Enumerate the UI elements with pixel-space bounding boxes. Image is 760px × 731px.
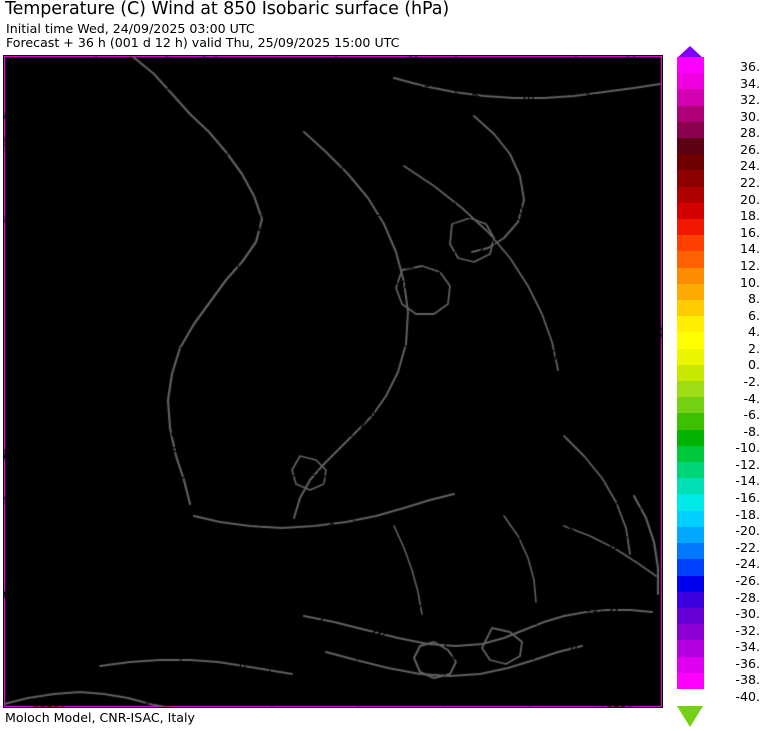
page-title: Temperature (C) Wind at 850 Isobaric sur… xyxy=(5,0,450,19)
colorbar-tick-label: -16. xyxy=(735,490,760,506)
colorbar-tick-label: 6. xyxy=(747,307,760,323)
colorbar-band xyxy=(677,607,704,625)
colorbar-tick-label: -24. xyxy=(735,556,760,572)
colorbar-tick-label: 24. xyxy=(739,158,760,174)
map-panel[interactable] xyxy=(3,55,663,708)
colorbar-tick-label: -10. xyxy=(735,440,760,456)
colorbar-band xyxy=(677,105,704,122)
colorbar-tick-label: -28. xyxy=(735,589,760,605)
colorbar-band xyxy=(677,73,704,90)
colorbar-band xyxy=(677,186,704,203)
colorbar-band xyxy=(677,57,704,74)
colorbar-band xyxy=(677,154,704,171)
colorbar-tick-label: -14. xyxy=(735,473,760,489)
colorbar-band xyxy=(677,640,704,657)
colorbar-tick-label: -18. xyxy=(735,506,760,522)
colorbar-tick-label: -26. xyxy=(735,572,760,588)
colorbar-tick-label: -30. xyxy=(735,606,760,622)
colorbar-band xyxy=(677,202,704,220)
colorbar-band xyxy=(677,138,704,155)
colorbar-tick-label: 26. xyxy=(739,141,760,157)
colorbar-band xyxy=(677,494,704,511)
colorbar-band xyxy=(677,413,704,430)
colorbar-tick-label: 20. xyxy=(739,191,760,207)
temperature-map-canvas[interactable] xyxy=(4,56,662,707)
colorbar-bands xyxy=(677,57,704,689)
colorbar-tick-label: 22. xyxy=(739,175,760,191)
colorbar-band xyxy=(677,364,704,382)
forecast-time-label: Forecast + 36 h (001 d 12 h) valid Thu, … xyxy=(6,35,400,50)
colorbar-tick-label: -40. xyxy=(735,689,760,704)
colorbar-tick-label: 32. xyxy=(739,92,760,108)
colorbar-tick-label: -38. xyxy=(735,672,760,688)
colorbar-band xyxy=(677,510,704,527)
colorbar-band xyxy=(677,429,704,446)
chart-header: Temperature (C) Wind at 850 Isobaric sur… xyxy=(0,0,760,55)
colorbar-tick-label: -34. xyxy=(735,639,760,655)
colorbar-tick-label: -20. xyxy=(735,523,760,539)
colorbar-band xyxy=(677,462,704,479)
colorbar-band xyxy=(677,283,704,301)
colorbar-band xyxy=(677,316,704,333)
model-credit-label: Moloch Model, CNR-ISAC, Italy xyxy=(5,710,195,725)
colorbar-band xyxy=(677,397,704,414)
colorbar-tick-label: 16. xyxy=(739,224,760,240)
colorbar-arrow-top-icon xyxy=(677,46,703,58)
colorbar-tick-label: 2. xyxy=(747,340,760,356)
colorbar-band xyxy=(677,170,704,187)
colorbar-band xyxy=(677,267,704,284)
colorbar-band xyxy=(677,300,704,317)
colorbar-band xyxy=(677,332,704,349)
colorbar-band xyxy=(677,348,704,365)
colorbar-tick-label: -32. xyxy=(735,622,760,638)
colorbar-arrow-bottom-icon xyxy=(677,706,703,727)
colorbar-tick-label: -4. xyxy=(743,390,760,406)
colorbar-tick-label: 12. xyxy=(739,257,760,273)
colorbar-band xyxy=(677,656,704,673)
colorbar-band xyxy=(677,121,704,139)
colorbar-band xyxy=(677,381,704,398)
colorbar-tick-label: 4. xyxy=(747,324,760,340)
colorbar-tick-label: 36. xyxy=(739,59,760,74)
colorbar-band xyxy=(677,251,704,268)
colorbar-tick-label: 8. xyxy=(747,291,760,307)
colorbar-band xyxy=(677,219,704,236)
colorbar-band xyxy=(677,559,704,576)
colorbar-band xyxy=(677,575,704,592)
colorbar-tick-label: 34. xyxy=(739,75,760,91)
colorbar xyxy=(677,46,704,727)
colorbar-tick-label: 28. xyxy=(739,125,760,141)
colorbar-band xyxy=(677,526,704,544)
colorbar-tick-label: 18. xyxy=(739,208,760,224)
colorbar-tick-label: -12. xyxy=(735,456,760,472)
colorbar-band xyxy=(677,672,704,689)
colorbar-band xyxy=(677,591,704,608)
colorbar-tick-label: 30. xyxy=(739,108,760,124)
colorbar-band xyxy=(677,478,704,495)
colorbar-tick-label: -6. xyxy=(743,407,760,423)
colorbar-tick-label: 0. xyxy=(747,357,760,373)
colorbar-tick-labels: 36. 34. 32. 30. 28. 26. 24. 22. 20. 18. 16. 14. 12. 1… xyxy=(704,57,760,707)
colorbar-tick-label: -8. xyxy=(743,423,760,439)
colorbar-band xyxy=(677,543,704,560)
colorbar-tick-label: -36. xyxy=(735,655,760,671)
colorbar-band xyxy=(677,235,704,252)
colorbar-tick-label: 10. xyxy=(739,274,760,290)
initial-time-label: Initial time Wed, 24/09/2025 03:00 UTC xyxy=(6,21,255,36)
colorbar-band xyxy=(677,624,704,641)
colorbar-band xyxy=(677,89,704,106)
colorbar-band xyxy=(677,445,704,463)
colorbar-tick-label: -22. xyxy=(735,539,760,555)
colorbar-tick-label: -2. xyxy=(743,374,760,389)
colorbar-tick-label: 14. xyxy=(739,241,760,257)
